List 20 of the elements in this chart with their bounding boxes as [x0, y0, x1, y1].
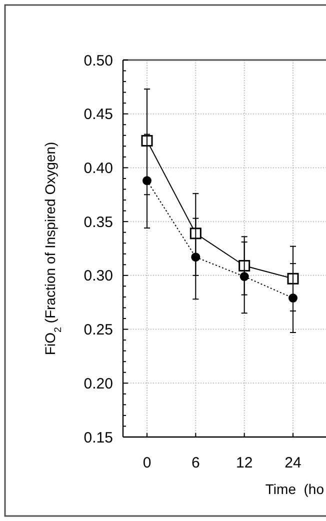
- y-tick-label: 0.30: [84, 268, 113, 285]
- point: [287, 272, 299, 284]
- y-tick-label: 0.50: [84, 52, 113, 70]
- point: [190, 228, 202, 240]
- y-tick-label: 0.40: [84, 160, 113, 177]
- point: [191, 252, 200, 262]
- y-tick-label: 0.25: [84, 322, 113, 339]
- x-tick-label: 6: [191, 454, 200, 472]
- point: [240, 272, 249, 282]
- point: [142, 176, 152, 186]
- x-tick-label: 12: [236, 454, 253, 472]
- x-tick-label: 0: [142, 454, 152, 472]
- y-tick-label: 0.35: [84, 214, 113, 231]
- x-tick-label: 24: [284, 454, 302, 472]
- y-tick-label: 0.20: [84, 375, 113, 392]
- point: [238, 260, 250, 272]
- y-tick-label: 0.45: [84, 106, 113, 124]
- y-tick-label: 0.15: [84, 429, 113, 446]
- x-axis-title: Time (ho: [265, 481, 324, 497]
- point: [288, 294, 298, 303]
